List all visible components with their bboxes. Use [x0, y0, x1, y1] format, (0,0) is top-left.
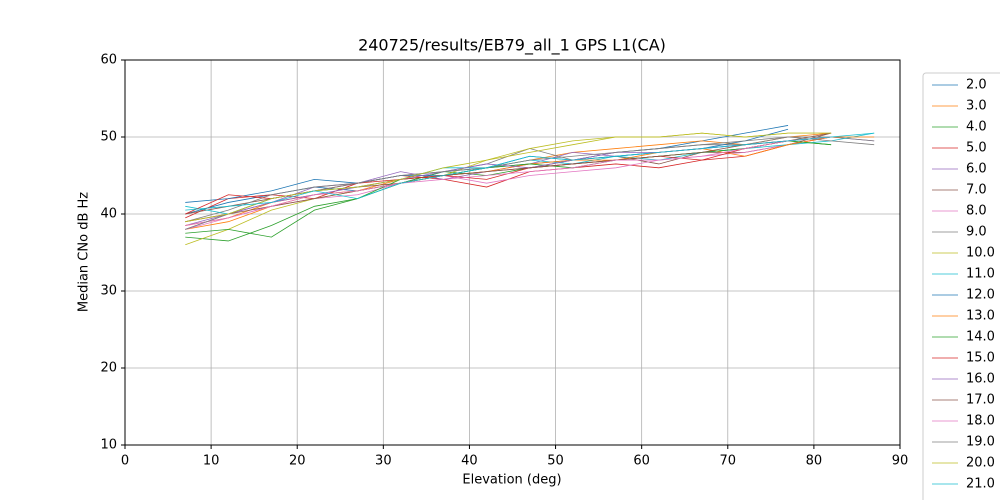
x-tick-label: 10	[203, 454, 220, 469]
y-axis-label: Median CNo dB Hz	[77, 192, 92, 312]
x-tick-label: 40	[461, 454, 478, 469]
x-axis-label: Elevation (deg)	[462, 473, 561, 488]
x-tick-label: 60	[633, 454, 650, 469]
y-tick-label: 40	[100, 207, 117, 222]
legend-label: 6.0	[966, 162, 987, 177]
legend-label: 9.0	[966, 225, 987, 240]
data-line	[185, 128, 789, 203]
data-line	[185, 136, 875, 226]
legend-label: 3.0	[966, 99, 987, 114]
x-tick-label: 30	[375, 454, 392, 469]
x-tick-label: 90	[892, 454, 909, 469]
data-line	[185, 136, 875, 230]
legend-label: 11.0	[966, 267, 995, 282]
y-tick-label: 50	[100, 130, 117, 145]
x-tick-label: 20	[289, 454, 306, 469]
data-line	[185, 140, 832, 238]
x-tick-label: 0	[121, 454, 129, 469]
grid	[124, 59, 901, 446]
legend-label: 21.0	[966, 477, 995, 492]
legend-label: 19.0	[966, 435, 995, 450]
data-line	[185, 132, 832, 230]
y-tick-label: 60	[100, 53, 117, 68]
data-line	[185, 132, 832, 223]
plot-frame	[124, 59, 901, 446]
lines	[185, 125, 875, 246]
chart-title: 240725/results/EB79_all_1 GPS L1(CA)	[358, 36, 666, 56]
legend-label: 4.0	[966, 120, 987, 135]
y-tick-label: 10	[100, 438, 117, 453]
legend-label: 12.0	[966, 288, 995, 303]
legend-label: 13.0	[966, 309, 995, 324]
legend-label: 15.0	[966, 351, 995, 366]
legend-label: 17.0	[966, 393, 995, 408]
legend	[922, 72, 1000, 500]
legend-label: 20.0	[966, 456, 995, 471]
legend-label: 2.0	[966, 78, 987, 93]
data-line	[185, 136, 832, 215]
legend-label: 8.0	[966, 204, 987, 219]
x-tick-label: 70	[720, 454, 737, 469]
legend-label: 7.0	[966, 183, 987, 198]
legend-label: 10.0	[966, 246, 995, 261]
data-line	[185, 132, 832, 223]
legend-label: 18.0	[966, 414, 995, 429]
x-tick-label: 80	[806, 454, 823, 469]
x-tick-label: 50	[547, 454, 564, 469]
y-tick-label: 30	[100, 284, 117, 299]
data-line	[185, 136, 832, 226]
legend-label: 14.0	[966, 330, 995, 345]
legend-label: 5.0	[966, 141, 987, 156]
y-tick-label: 20	[100, 361, 117, 376]
data-line	[185, 132, 875, 211]
legend-label: 16.0	[966, 372, 995, 387]
data-line	[185, 136, 875, 226]
